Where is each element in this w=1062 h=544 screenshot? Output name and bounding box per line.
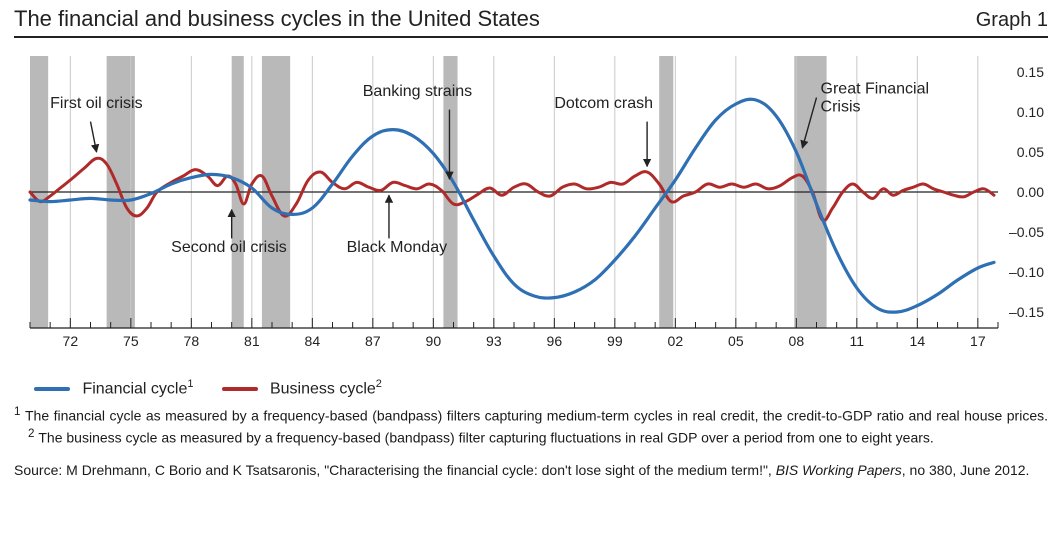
- x-tick-label: 05: [728, 333, 744, 349]
- y-tick-label: –0.15: [1009, 304, 1044, 320]
- page: The financial and business cycles in the…: [0, 0, 1062, 544]
- y-tick-label: 0.15: [1017, 64, 1044, 80]
- y-tick-label: –0.10: [1009, 264, 1044, 280]
- header: The financial and business cycles in the…: [14, 6, 1048, 38]
- y-tick-label: –0.05: [1009, 224, 1044, 240]
- legend-swatch-business: [222, 387, 258, 391]
- legend-item-financial: Financial cycle1: [34, 378, 194, 398]
- x-tick-label: 17: [970, 333, 986, 349]
- legend-swatch-financial: [34, 387, 70, 391]
- x-tick-label: 93: [486, 333, 502, 349]
- fn2-sup: 2: [28, 427, 34, 440]
- annotation-label-banking: Banking strains: [363, 83, 472, 100]
- x-tick-label: 81: [244, 333, 260, 349]
- x-tick-label: 96: [547, 333, 563, 349]
- x-tick-label: 87: [365, 333, 381, 349]
- fn2-text: The business cycle as measured by a freq…: [38, 430, 933, 446]
- x-tick-label: 99: [607, 333, 623, 349]
- series-business: [30, 158, 994, 220]
- x-tick-label: 08: [789, 333, 805, 349]
- annotation-label-dotcom: Dotcom crash: [554, 95, 653, 112]
- chart-svg: 72 75 78 81 84 87 90 93 96 99 02 05 08 11 14 17 0.15 0.10…: [14, 48, 1048, 368]
- source: Source: M Drehmann, C Borio and K Tsatsa…: [14, 461, 1048, 480]
- chart: 72 75 78 81 84 87 90 93 96 99 02 05 08 11 14 17 0.15 0.10…: [14, 48, 1048, 368]
- y-tick-label: 0.10: [1017, 104, 1044, 120]
- fn1-text: The financial cycle as measured by a fre…: [25, 408, 1048, 424]
- fn1-sup: 1: [14, 405, 20, 418]
- footnotes: 1 The financial cycle as measured by a f…: [14, 404, 1048, 447]
- annotation-label-black-monday: Black Monday: [347, 239, 448, 256]
- annotation-label-gfc: Great FinancialCrisis: [821, 81, 930, 116]
- annotation-label-first-oil: First oil crisis: [50, 95, 142, 112]
- series-financial: [30, 99, 994, 312]
- legend-label-business: Business cycle: [270, 380, 376, 397]
- legend-sup-financial: 1: [187, 378, 193, 390]
- x-tick-label: 84: [305, 333, 321, 349]
- x-tick-label: 14: [910, 333, 926, 349]
- annotation-label-second-oil: Second oil crisis: [171, 239, 287, 256]
- y-tick-label: 0.00: [1017, 184, 1044, 200]
- x-tick-label: 11: [850, 333, 865, 349]
- x-tick-label: 78: [184, 333, 200, 349]
- y-tick-label: 0.05: [1017, 144, 1044, 160]
- legend-label-financial: Financial cycle: [82, 380, 187, 397]
- source-prefix: Source: M Drehmann, C Borio and K Tsatsa…: [14, 462, 776, 478]
- x-tick-label: 72: [63, 333, 79, 349]
- chart-title: The financial and business cycles in the…: [14, 6, 540, 32]
- graph-number: Graph 1: [976, 9, 1048, 32]
- annotation-arrow-first-oil: [91, 122, 97, 152]
- legend-item-business: Business cycle2: [222, 378, 382, 398]
- legend: Financial cycle1 Business cycle2: [34, 378, 1048, 398]
- source-italic: BIS Working Papers: [776, 462, 902, 478]
- x-tick-label: 02: [668, 333, 684, 349]
- x-tick-label: 90: [426, 333, 442, 349]
- x-tick-label: 75: [123, 333, 139, 349]
- legend-sup-business: 2: [376, 378, 382, 390]
- source-suffix: , no 380, June 2012.: [902, 462, 1030, 478]
